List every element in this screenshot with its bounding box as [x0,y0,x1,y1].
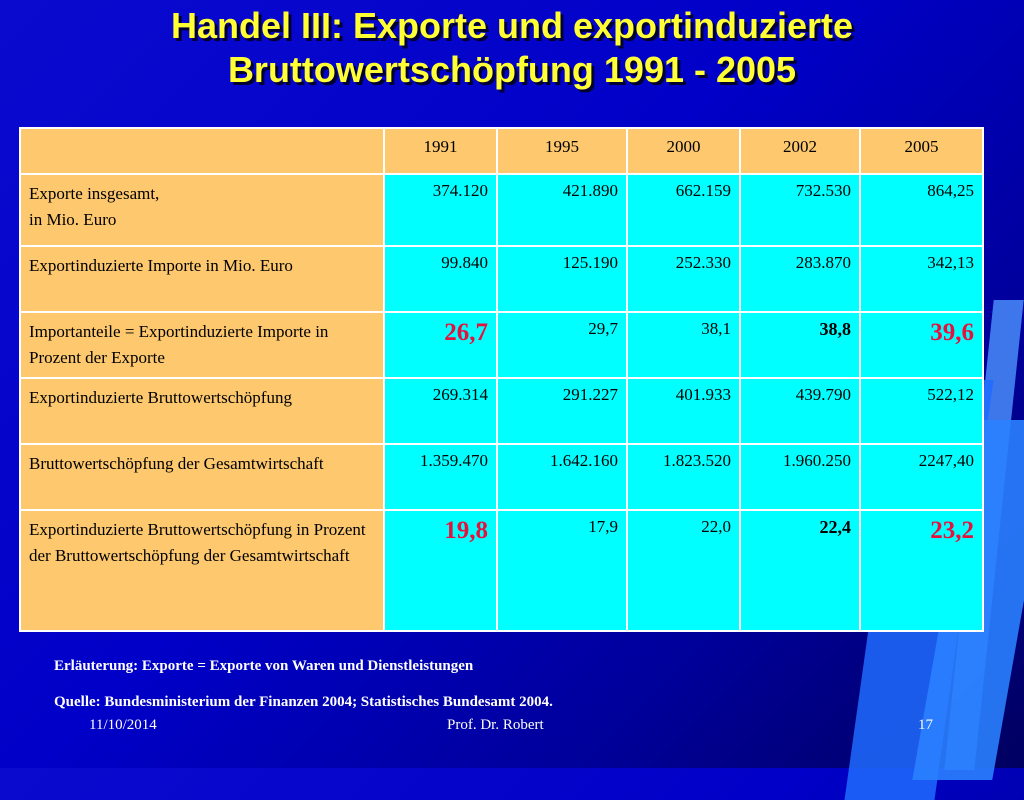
table-row: Exportinduzierte Importe in Mio. Euro 99… [19,245,984,313]
value-cell: 401.933 [626,377,741,445]
value-cell: 732.530 [739,173,861,247]
value-cell: 99.840 [383,245,498,313]
header-cell-year: 1995 [496,127,628,175]
value-cell: 374.120 [383,173,498,247]
value-cell: 1.642.160 [496,443,628,511]
row-label: Bruttowertschöpfung der Gesamtwirtschaft [19,443,385,511]
value-cell: 864,25 [859,173,984,247]
value-cell: 22,4 [739,509,861,632]
slide-title-line1: Handel III: Exporte und exportinduzierte [170,5,854,46]
header-cell-year: 1991 [383,127,498,175]
value-cell: 22,0 [626,509,741,632]
footer-date: 11/10/2014 [89,717,157,733]
table-row: Bruttowertschöpfung der Gesamtwirtschaft… [19,443,984,511]
source-note: Quelle: Bundesministerium der Finanzen 2… [54,694,553,710]
highlight-value-cell: 23,2 [859,509,984,632]
slide-title: Handel III: Exporte und exportinduzierte… [0,4,1024,92]
value-cell: 662.159 [626,173,741,247]
explanation-note: Erläuterung: Exporte = Exporte von Waren… [54,658,474,674]
value-cell: 252.330 [626,245,741,313]
footer-author: Prof. Dr. Robert [447,717,544,733]
row-label-line: Exporte insgesamt, [29,184,160,203]
highlight-value-cell: 39,6 [859,311,984,379]
table-row: Exportinduzierte Bruttowertschöpfung 269… [19,377,984,445]
header-cell-year: 2000 [626,127,741,175]
value-cell: 522,12 [859,377,984,445]
highlight-value-cell: 19,8 [383,509,498,632]
header-cell-empty [19,127,385,175]
header-cell-year: 2005 [859,127,984,175]
data-table: 1991 1995 2000 2002 2005 Exporte insgesa… [19,127,984,632]
table-row: Exporte insgesamt, in Mio. Euro 374.120 … [19,173,984,247]
value-cell: 125.190 [496,245,628,313]
value-cell: 283.870 [739,245,861,313]
row-label-line: in Mio. Euro [29,210,117,229]
header-cell-year: 2002 [739,127,861,175]
value-cell: 291.227 [496,377,628,445]
row-label: Importanteile = Exportinduzierte Importe… [19,311,385,379]
row-label: Exportinduzierte Bruttowertschöpfung [19,377,385,445]
row-label: Exporte insgesamt, in Mio. Euro [19,173,385,247]
value-cell: 17,9 [496,509,628,632]
value-cell: 421.890 [496,173,628,247]
value-cell: 439.790 [739,377,861,445]
row-label: Exportinduzierte Importe in Mio. Euro [19,245,385,313]
value-cell: 1.960.250 [739,443,861,511]
value-cell: 1.823.520 [626,443,741,511]
table-header-row: 1991 1995 2000 2002 2005 [19,127,984,175]
highlight-value-cell: 26,7 [383,311,498,379]
value-cell: 29,7 [496,311,628,379]
table-row: Exportinduzierte Bruttowertschöpfung in … [19,509,984,632]
value-cell: 2247,40 [859,443,984,511]
footer-page-number: 17 [918,717,933,733]
value-cell: 269.314 [383,377,498,445]
value-cell: 342,13 [859,245,984,313]
value-cell: 38,8 [739,311,861,379]
row-label: Exportinduzierte Bruttowertschöpfung in … [19,509,385,632]
value-cell: 1.359.470 [383,443,498,511]
table-row: Importanteile = Exportinduzierte Importe… [19,311,984,379]
slide-title-line2: Bruttowertschöpfung 1991 - 2005 [227,49,797,90]
value-cell: 38,1 [626,311,741,379]
